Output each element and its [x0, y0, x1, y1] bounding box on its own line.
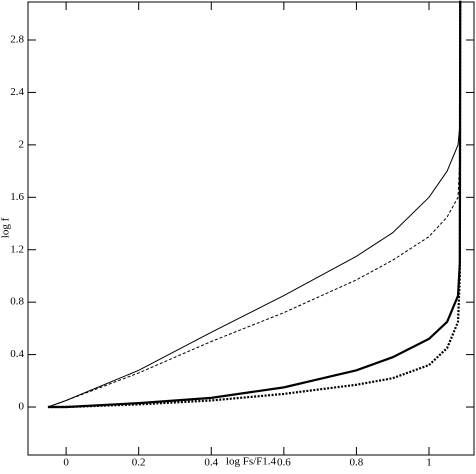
x-tick-label: 0.8 — [350, 457, 364, 469]
series-line — [47, 0, 461, 408]
y-tick-label: 0 — [19, 401, 25, 413]
y-tick-label: 0.4 — [10, 348, 24, 360]
x-tick-label: 0.4 — [204, 457, 218, 469]
x-axis-label: log Fs/F1.4 — [226, 456, 277, 468]
y-tick-label: 1.2 — [10, 243, 24, 255]
x-tick-label: 1 — [426, 457, 432, 469]
y-tick-label: 0.8 — [10, 296, 24, 308]
series-line — [47, 0, 461, 408]
x-tick-label: 0.2 — [132, 457, 146, 469]
y-axis-label: log f — [0, 217, 12, 238]
y-tick-label: 2.4 — [10, 86, 24, 98]
x-tick-label: 0.6 — [277, 457, 291, 469]
y-tick-label: 1.6 — [10, 191, 24, 203]
y-tick-label: 2 — [19, 138, 25, 150]
series-line — [47, 0, 462, 409]
plot-frame — [27, 1, 475, 456]
x-tick-label: 0 — [63, 457, 69, 469]
series-line — [47, 0, 462, 409]
y-tick-label: 2.8 — [10, 34, 24, 46]
